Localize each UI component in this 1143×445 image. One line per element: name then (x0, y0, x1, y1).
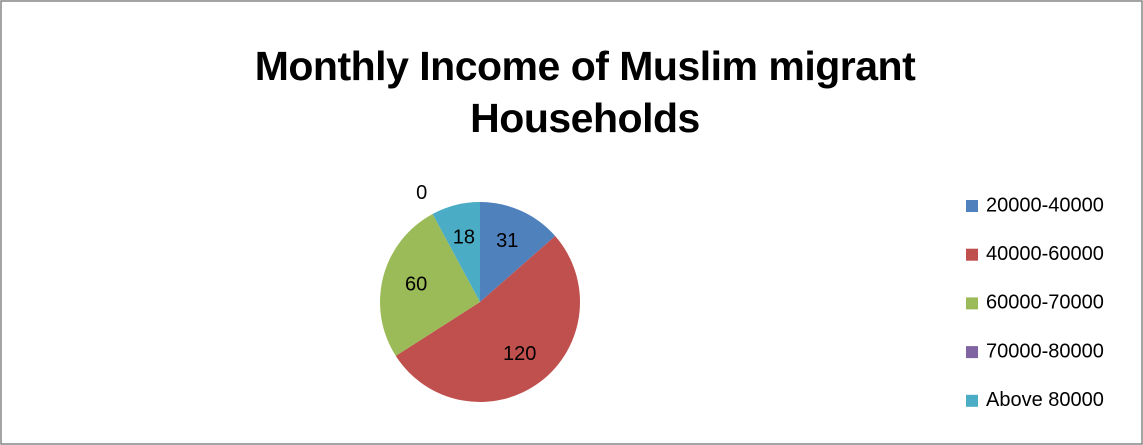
data-label: 60 (405, 274, 427, 296)
pie-slice (395, 236, 580, 402)
legend-label: 40000-60000 (986, 243, 1104, 265)
legend-label: 60000-70000 (986, 292, 1104, 314)
legend-swatch (966, 200, 978, 212)
legend-swatch (966, 394, 978, 407)
data-label: 18 (453, 226, 475, 248)
legend-swatch (966, 248, 978, 261)
data-label: 0 (416, 182, 427, 204)
legend-label: Above 80000 (986, 389, 1104, 411)
pie-slice (480, 202, 556, 302)
data-label: 120 (503, 343, 536, 365)
legend-label: 20000-40000 (986, 194, 1104, 216)
legend-swatch (966, 346, 978, 359)
data-label: 31 (496, 230, 518, 252)
chart-title: Monthly Income of Muslim migrant Househo… (254, 43, 916, 141)
legend-label: 70000-80000 (986, 340, 1104, 362)
legend-swatch (966, 297, 978, 310)
pie-slice (380, 213, 480, 356)
pie-slice (432, 202, 480, 302)
